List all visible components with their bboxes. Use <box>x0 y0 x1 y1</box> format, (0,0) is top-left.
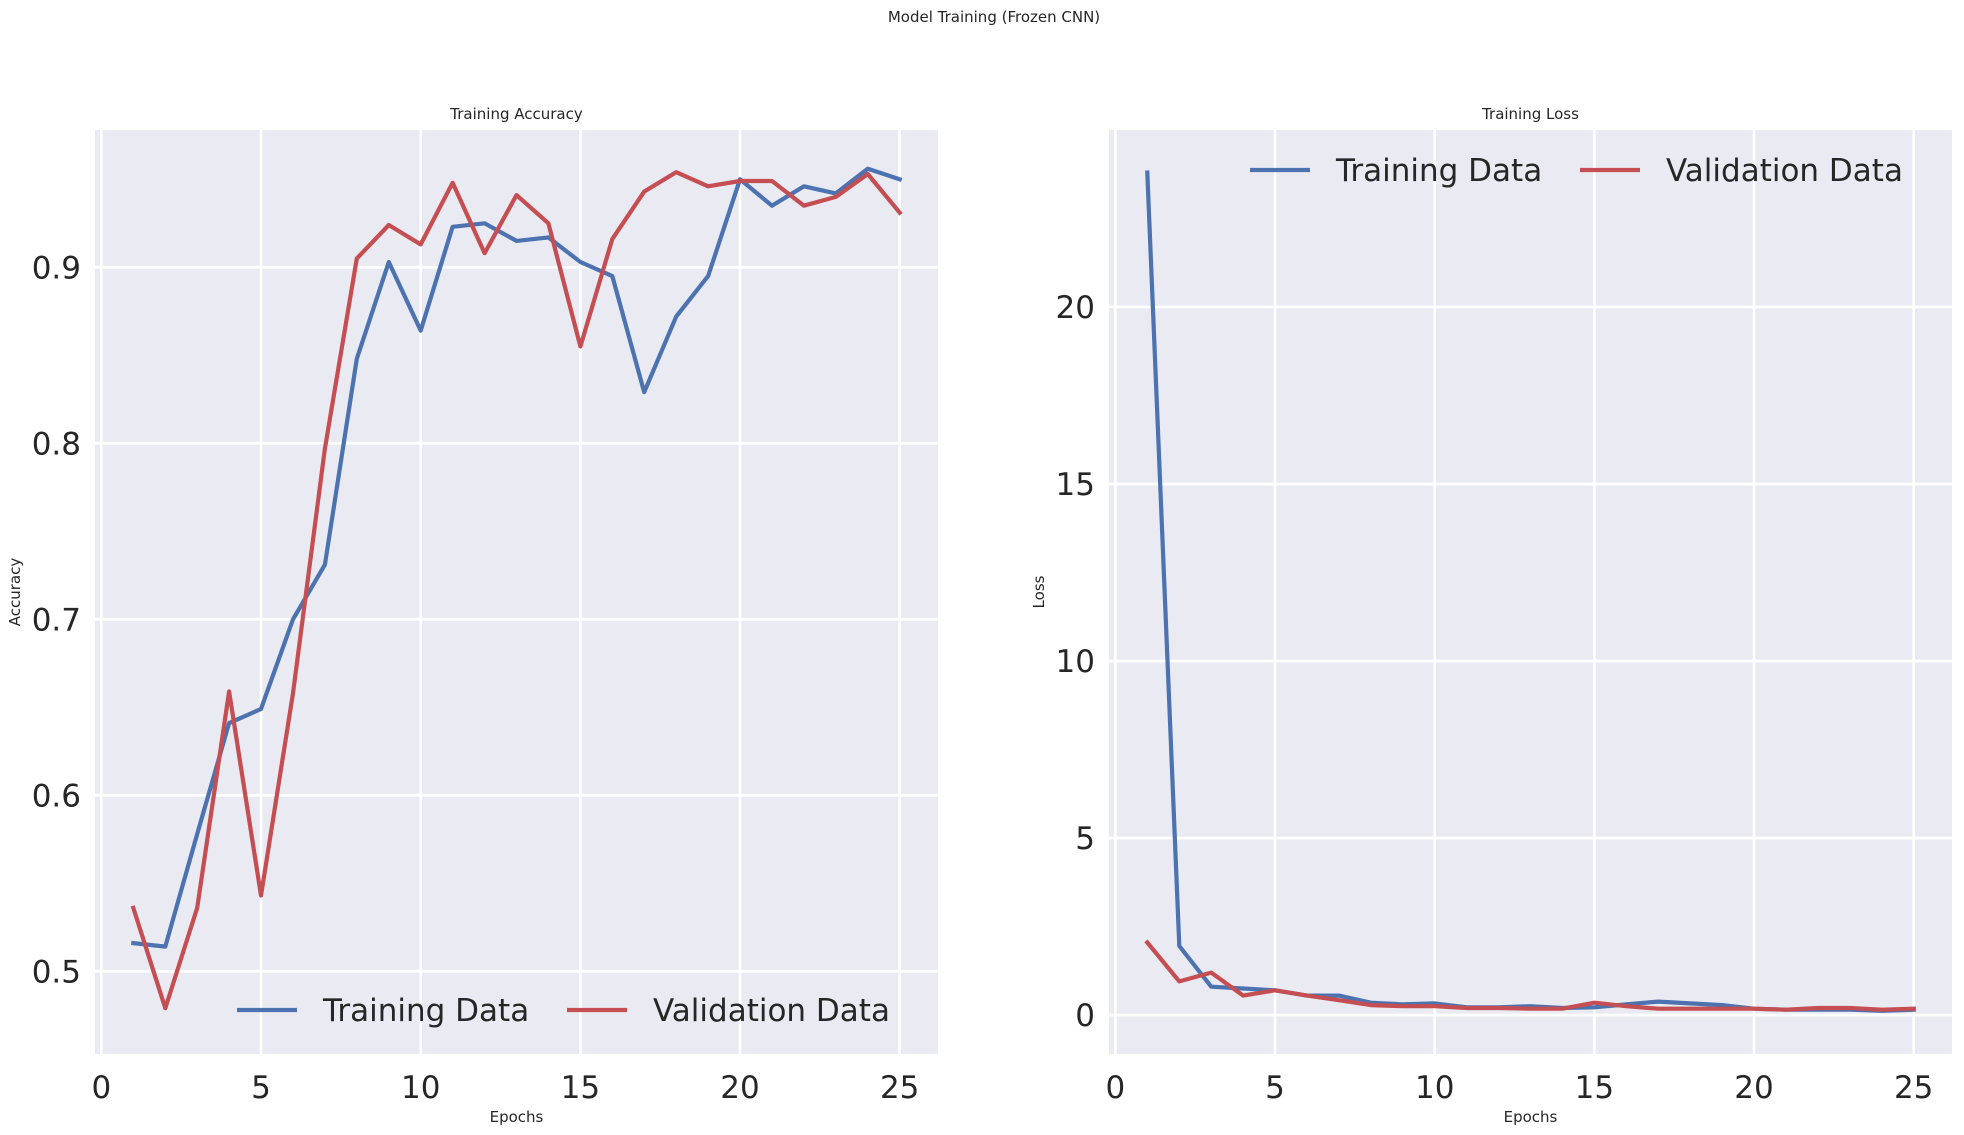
chart-1-legend-label-1: Validation Data <box>1666 153 1903 189</box>
chart-0-x-tick-label-1: 5 <box>251 1070 271 1106</box>
chart-0-x-tick-label-0: 0 <box>92 1070 112 1106</box>
chart-0-x-tick-label-4: 20 <box>720 1070 759 1106</box>
chart-1-y-tick-label-2: 10 <box>1056 644 1095 680</box>
chart-0-y-tick-label-3: 0.8 <box>32 426 81 462</box>
chart-1-title: Training Loss <box>1481 105 1579 123</box>
chart-0-x-axis-label: Epochs <box>490 1108 544 1126</box>
chart-1-x-tick-label-1: 5 <box>1265 1070 1285 1106</box>
chart-1-plot-area <box>1109 130 1952 1054</box>
chart-0-series-line-0 <box>130 166 903 949</box>
chart-0-legend: Training Data Validation Data <box>237 993 890 1029</box>
chart-0-x-tick-label-3: 15 <box>561 1070 600 1106</box>
chart-1-x-tick-label-4: 20 <box>1734 1070 1773 1106</box>
chart-0-title: Training Accuracy <box>449 105 583 123</box>
chart-0-series-line-1 <box>130 170 903 1011</box>
chart-0-y-tick-label-4: 0.9 <box>32 250 81 286</box>
chart-0-y-tick-label-2: 0.7 <box>32 602 81 638</box>
chart-0-y-tick-label-0: 0.5 <box>32 954 81 990</box>
chart-1-x-tick-label-3: 15 <box>1575 1070 1614 1106</box>
chart-0-legend-label-1: Validation Data <box>653 993 890 1029</box>
chart-1-y-tick-label-0: 0 <box>1075 998 1095 1034</box>
chart-1-y-axis-label: Loss <box>1030 575 1048 608</box>
chart-0-x-tick-label-2: 10 <box>401 1070 440 1106</box>
chart-1-legend: Training Data Validation Data <box>1250 153 1903 189</box>
chart-1-x-axis-label: Epochs <box>1504 1108 1558 1126</box>
chart-0-x-tick-label-5: 25 <box>880 1070 919 1106</box>
chart-0-y-tick-label-1: 0.6 <box>32 778 81 814</box>
chart-0-legend-label-0: Training Data <box>322 993 529 1029</box>
figure-suptitle: Model Training (Frozen CNN) <box>888 8 1100 26</box>
chart-1-x-tick-label-0: 0 <box>1106 1070 1126 1106</box>
chart-0-plot-area <box>95 130 938 1054</box>
chart-1-x-tick-label-2: 10 <box>1415 1070 1454 1106</box>
chart-1: 0 5 10 15 20 25 0 5 10 15 20 Training Loss Epochs Los… <box>1030 105 1952 1126</box>
chart-1-y-tick-label-3: 15 <box>1056 467 1095 503</box>
chart-1-y-tick-label-4: 20 <box>1056 290 1095 326</box>
chart-0: 0 5 10 15 20 25 0.5 0.6 0.7 0.8 0.9 Training Accura… <box>6 105 938 1126</box>
chart-1-x-tick-label-5: 25 <box>1894 1070 1933 1106</box>
chart-0-y-axis-label: Accuracy <box>6 558 24 627</box>
chart-1-y-tick-label-1: 5 <box>1075 821 1095 857</box>
chart-1-series-line-1 <box>1144 939 1916 1012</box>
chart-1-legend-label-0: Training Data <box>1335 153 1542 189</box>
